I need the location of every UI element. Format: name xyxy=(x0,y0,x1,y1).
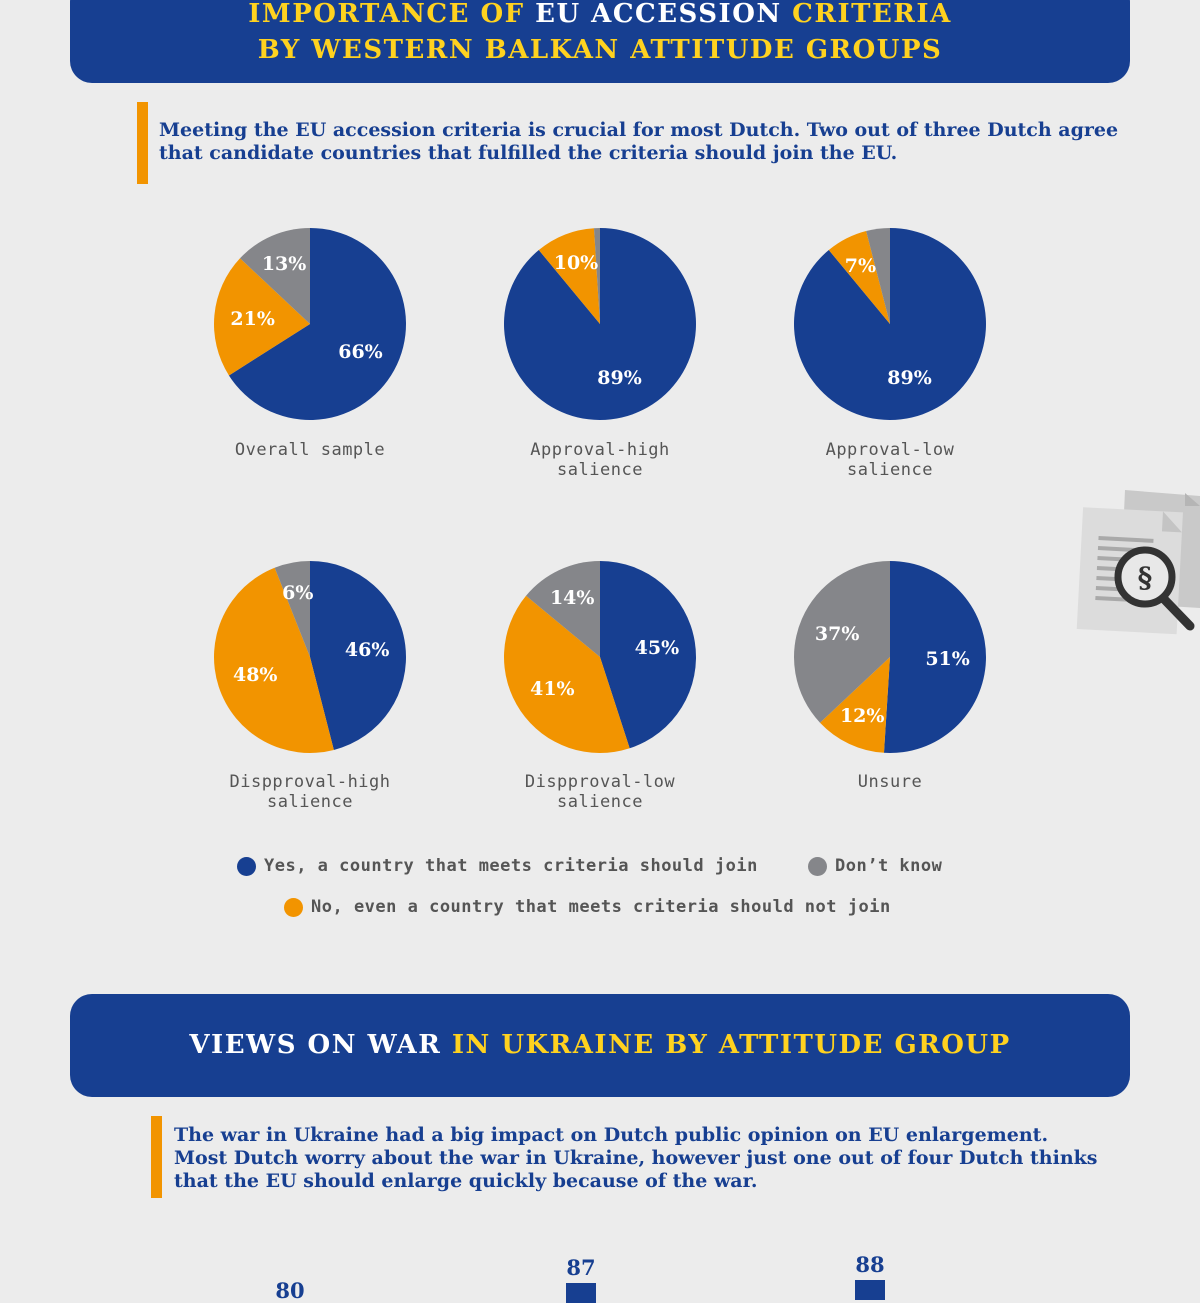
pie-chart-disapproval-high-salience: 46% 48% 6% xyxy=(210,557,410,757)
pie-value-label-no: 12% xyxy=(839,705,885,728)
pie-value-label-no: 48% xyxy=(232,663,278,686)
pie-svg xyxy=(504,228,696,420)
pie-chart-approval-low-salience: 89% 7% xyxy=(790,224,990,424)
pie-svg xyxy=(794,561,987,753)
pie-slice-dont-know xyxy=(593,228,600,324)
pie-value-label-dont-know: 6% xyxy=(282,581,314,604)
pie-slice-yes xyxy=(600,561,697,749)
pie-slice-dont-know xyxy=(866,228,890,324)
pie-value-label-dont-know: 37% xyxy=(814,623,860,646)
pie-label-line: Unsure xyxy=(857,772,923,792)
pie-value-label-yes: 46% xyxy=(344,638,390,661)
pie-svg xyxy=(504,561,697,753)
legend-no-label: No, even a country that meets criteria s… xyxy=(311,897,891,917)
pie-value-label-yes: 51% xyxy=(925,647,970,670)
callout-line: Meeting the EU accession criteria is cru… xyxy=(159,119,1119,141)
callout-accent-bar xyxy=(137,102,148,184)
pie-value-label-yes: 89% xyxy=(597,367,642,390)
pie-slice-no xyxy=(820,657,890,753)
pie-label-unsure: Unsure xyxy=(760,772,1020,792)
pie-slice-dont-know xyxy=(240,228,310,324)
pie-slice-yes xyxy=(228,228,406,420)
pie-label-line: salience xyxy=(557,460,643,480)
bar-mark xyxy=(855,1280,885,1300)
title-part-highlight: IN UKRAINE BY ATTITUDE GROUP xyxy=(451,1030,1011,1060)
legend-dont-know-label: Don’t know xyxy=(835,856,943,876)
title-part: IMPORTANCE OF xyxy=(248,0,536,29)
pie-value-label-dont-know: 13% xyxy=(261,253,307,276)
pie-value-label-dont-know: 14% xyxy=(549,586,595,609)
pie-value-label-no: 21% xyxy=(230,307,275,330)
pie-label-overall-sample: Overall sample xyxy=(180,440,440,460)
callout-line: The war in Ukraine had a big impact on D… xyxy=(174,1124,1049,1146)
pie-slice-no xyxy=(828,231,890,324)
callout-text-section2: The war in Ukraine had a big impact on D… xyxy=(174,1124,1098,1193)
pie-label-line: Approval-low xyxy=(825,440,955,460)
pie-slice-no xyxy=(214,258,310,376)
legend-yes-label: Yes, a country that meets criteria shoul… xyxy=(264,856,758,876)
callout-line: Most Dutch worry about the war in Ukrain… xyxy=(174,1147,1098,1169)
svg-text:§: § xyxy=(1138,561,1153,594)
callout-text-section1: Meeting the EU accession criteria is cru… xyxy=(159,119,1118,165)
pie-chart-overall-sample: 66% 21% 13% xyxy=(210,224,410,424)
bar-mark xyxy=(566,1283,596,1303)
pie-value-label-no: 41% xyxy=(530,678,575,701)
pie-slice-no xyxy=(213,567,334,753)
pie-svg xyxy=(214,228,406,420)
legend-dont-know-swatch xyxy=(808,857,827,876)
document-magnifier-paragraph-icon: § xyxy=(1075,488,1200,638)
pie-slice-dont-know xyxy=(794,561,890,723)
bar-value-label: 88 xyxy=(855,1252,885,1277)
bar-value-label: 80 xyxy=(275,1278,305,1303)
pie-slice-dont-know xyxy=(274,561,310,657)
legend-no-swatch xyxy=(284,898,303,917)
pie-label-line: Approval-high xyxy=(530,440,670,460)
pie-svg xyxy=(794,228,986,420)
title-part: CRITERIA xyxy=(781,0,952,29)
pie-label-line: salience xyxy=(267,792,353,812)
pie-value-label-no: 10% xyxy=(553,252,599,275)
pie-label-disapproval-high: Dispproval-high salience xyxy=(180,772,440,812)
bar-value-label: 87 xyxy=(566,1255,596,1280)
pie-chart-disapproval-low-salience: 45% 41% 14% xyxy=(500,557,700,757)
pie-value-label-no: 7% xyxy=(844,254,876,277)
pie-label-line: salience xyxy=(557,792,643,812)
pie-value-label-yes: 66% xyxy=(338,340,383,363)
pie-label-line: salience xyxy=(847,460,933,480)
pie-label-line: Overall sample xyxy=(234,440,386,460)
pie-label-approval-high: Approval-high salience xyxy=(470,440,730,480)
pie-chart-approval-high-salience: 89% 10% xyxy=(500,224,700,424)
callout-line: that candidate countries that fulfilled … xyxy=(159,142,898,164)
pie-label-line: Dispproval-high xyxy=(229,772,391,792)
pie-slice-yes xyxy=(883,561,987,753)
pie-slice-no xyxy=(538,228,600,324)
pie-value-label-yes: 45% xyxy=(634,636,680,659)
pie-slice-yes xyxy=(310,561,407,750)
pie-svg xyxy=(213,561,407,753)
pie-label-line: Dispproval-low xyxy=(524,772,676,792)
pie-label-disapproval-low: Dispproval-low salience xyxy=(470,772,730,812)
pie-chart-unsure: 51% 12% 37% xyxy=(790,557,990,757)
banner-title-line2: BY WESTERN BALKAN ATTITUDE GROUPS xyxy=(257,35,943,65)
title-part-highlight: EU ACCESSION xyxy=(535,0,782,29)
legend-yes-swatch xyxy=(237,857,256,876)
callout-line: that the EU should enlarge quickly becau… xyxy=(174,1170,758,1192)
callout-accent-bar xyxy=(151,1116,162,1198)
pie-slice-dont-know xyxy=(526,561,600,657)
banner-title-line1: IMPORTANCE OF EU ACCESSION CRITERIA xyxy=(70,0,1130,29)
section-banner-war-in-ukraine: VIEWS ON WAR IN UKRAINE BY ATTITUDE GROU… xyxy=(70,994,1130,1097)
banner-title: VIEWS ON WAR IN UKRAINE BY ATTITUDE GROU… xyxy=(70,1030,1130,1060)
section-banner-accession-criteria: IMPORTANCE OF EU ACCESSION CRITERIA BY W… xyxy=(70,0,1130,83)
pie-slice-no xyxy=(504,595,630,753)
pie-value-label-yes: 89% xyxy=(887,367,932,390)
title-part: VIEWS ON WAR xyxy=(189,1030,452,1060)
pie-label-approval-low: Approval-low salience xyxy=(760,440,1020,480)
